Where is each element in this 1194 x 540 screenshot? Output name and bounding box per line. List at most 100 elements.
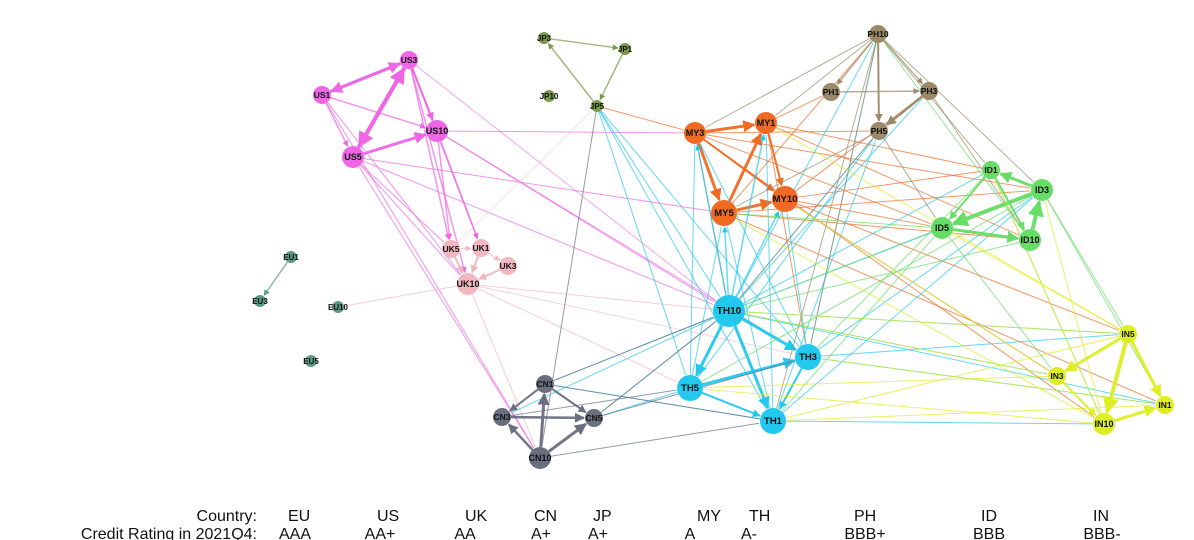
edge-my10-to-id1 <box>797 170 982 198</box>
node-id3: ID3 <box>1031 179 1053 201</box>
edge-my3-to-my1 <box>705 120 756 133</box>
edge-uk10-to-cn10 <box>471 293 536 448</box>
edge-my5-to-my1 <box>728 132 763 202</box>
node-circle-cn1 <box>536 375 554 393</box>
edge-id10-to-id3 <box>1028 200 1044 230</box>
edge-th10-to-id1 <box>742 174 983 304</box>
legend-country-my: MY <box>697 508 721 525</box>
edge-th3-to-th1 <box>778 367 803 410</box>
node-circle-us10 <box>426 120 448 142</box>
legend-rating-in: BBB- <box>1083 526 1120 540</box>
edge-cn5-to-th10 <box>600 321 716 413</box>
edge-eu10-to-uk10 <box>343 285 457 307</box>
node-my5: MY5 <box>711 200 737 226</box>
edge-cn1-to-cn3 <box>509 388 539 412</box>
edge-my1-to-id10 <box>775 126 1020 236</box>
edge-us5-to-uk5 <box>360 164 445 243</box>
edge-ph5-to-id5 <box>883 138 936 219</box>
edge-us3-to-uk5 <box>410 68 451 240</box>
legend-country-eu: EU <box>288 508 310 525</box>
edge-uk1-to-uk10 <box>470 256 479 274</box>
edge-my5-to-in1 <box>735 217 1157 402</box>
edge-eu1-to-eu3 <box>263 261 289 296</box>
edge-my3-to-my5 <box>697 142 722 201</box>
node-id5: ID5 <box>931 217 953 239</box>
legend-country-uk: UK <box>465 508 488 525</box>
node-jp10: JP10 <box>540 90 559 102</box>
node-cn1: CN1 <box>536 375 554 393</box>
country-rating-legend: Country: Credit Rating in 2021Q4: EUAAAU… <box>81 508 1121 540</box>
edge-my10-to-id5 <box>797 200 931 227</box>
country-row-label: Country: <box>197 508 257 525</box>
edge-id1-to-th3 <box>817 176 986 348</box>
edge-id3-to-in5 <box>1047 199 1124 326</box>
edge-us3-to-th10 <box>415 65 716 301</box>
edge-id3-to-th5 <box>701 194 1033 382</box>
node-ph5: PH5 <box>870 122 888 140</box>
edge-cn10-to-th1 <box>550 422 760 457</box>
edge-ph1-to-ph3 <box>839 88 920 95</box>
edge-th3-to-id3 <box>818 196 1033 350</box>
node-circle-th5 <box>677 375 703 401</box>
edge-us5-to-cn10 <box>358 166 535 449</box>
edge-ph10-to-ph5 <box>874 42 883 122</box>
edge-th10-to-in1 <box>744 313 1156 404</box>
edge-th10-to-th5 <box>694 324 724 377</box>
node-circle-th3 <box>795 344 821 370</box>
edge-cn1-to-th10 <box>553 316 714 382</box>
edge-in1-to-th1 <box>786 404 1157 421</box>
legend-rating-us: AA+ <box>365 526 396 540</box>
node-circle-ph3 <box>920 82 938 100</box>
edge-jp5-to-th1 <box>599 110 767 410</box>
edge-in3-to-in10 <box>1062 381 1097 417</box>
edge-ph10-to-ph1 <box>836 40 873 85</box>
legend-rating-jp: A+ <box>588 526 608 540</box>
edge-th5-to-th3 <box>702 357 796 387</box>
node-circle-uk10 <box>457 273 479 295</box>
node-us3: US3 <box>400 51 418 69</box>
node-th10: TH10 <box>713 295 745 327</box>
node-circle-ph5 <box>870 122 888 140</box>
edge-in1-to-th3 <box>821 358 1157 405</box>
edge-th10-to-ph3 <box>739 98 923 300</box>
edge-us5-to-us10 <box>363 132 427 156</box>
node-cn5: CN5 <box>585 409 603 427</box>
node-circle-uk5 <box>442 240 460 258</box>
edge-in10-to-my5 <box>735 219 1095 420</box>
node-in1: IN1 <box>1156 396 1174 414</box>
edge-id1-to-id10 <box>994 177 1026 231</box>
node-uk5: UK5 <box>442 240 460 258</box>
legend-country-cn: CN <box>534 508 557 525</box>
edge-th10-to-my10 <box>735 210 780 298</box>
node-jp1: JP1 <box>618 43 633 55</box>
node-circle-uk3 <box>499 257 517 275</box>
edge-id5-to-id10 <box>952 228 1020 243</box>
node-circle-id1 <box>982 161 1000 179</box>
edge-ph10-to-id1 <box>883 40 985 163</box>
edge-us3-to-uk10 <box>410 68 467 273</box>
node-circle-my10 <box>772 186 798 212</box>
edge-us3-to-us1 <box>330 61 402 93</box>
node-circle-jp10 <box>543 90 555 102</box>
edge-in5-to-th1 <box>786 335 1120 419</box>
edge-th10-to-th1 <box>733 325 770 410</box>
node-in5: IN5 <box>1119 325 1137 343</box>
node-circle-in3 <box>1048 367 1066 385</box>
edge-in5-to-in3 <box>1064 337 1122 373</box>
node-eu3: EU3 <box>252 295 268 307</box>
edge-uk1-to-uk3 <box>488 252 501 262</box>
node-circle-eu5 <box>305 355 317 367</box>
edge-cn10-to-cn1 <box>537 392 550 448</box>
edge-th5-to-cn5 <box>603 391 678 416</box>
node-my10: MY10 <box>772 186 798 212</box>
node-circle-eu1 <box>285 251 297 263</box>
node-uk10: UK10 <box>456 273 480 295</box>
node-jp3: JP3 <box>537 32 552 44</box>
edge-us10-to-my3 <box>447 130 684 134</box>
edge-th1-to-my5 <box>726 226 771 409</box>
edge-in5-to-in1 <box>1130 341 1162 398</box>
node-ph1: PH1 <box>822 83 840 101</box>
legend-rating-uk: AA <box>454 526 476 540</box>
edge-ph10-to-th3 <box>810 42 877 344</box>
edge-my1-to-ph1 <box>775 95 823 119</box>
